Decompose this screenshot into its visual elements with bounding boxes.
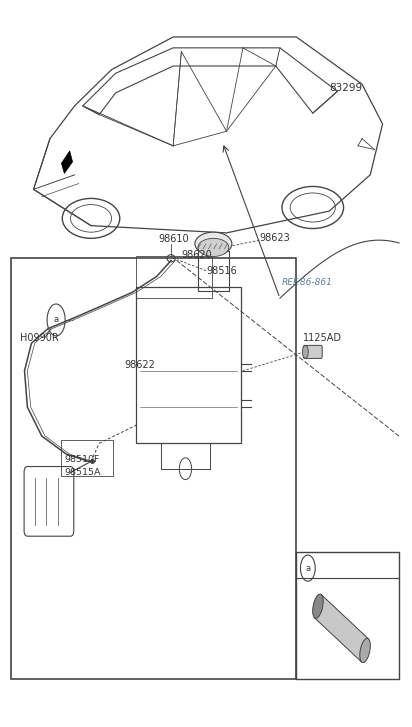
Text: a: a [305, 563, 310, 573]
Ellipse shape [360, 638, 370, 662]
Ellipse shape [198, 238, 229, 257]
Bar [11, 258, 296, 679]
Text: a: a [54, 316, 59, 324]
Bar [198, 251, 229, 291]
Bar [296, 553, 399, 679]
Bar [136, 256, 212, 298]
Text: 98623: 98623 [260, 233, 290, 243]
FancyBboxPatch shape [303, 345, 322, 358]
Text: 1125AD: 1125AD [302, 333, 342, 343]
Text: 98515A: 98515A [64, 468, 101, 477]
Text: 98610: 98610 [159, 233, 190, 244]
Text: 98516: 98516 [206, 265, 237, 276]
Ellipse shape [195, 232, 232, 255]
Ellipse shape [313, 594, 323, 619]
Text: H0990R: H0990R [21, 333, 59, 343]
Text: 83299: 83299 [329, 83, 362, 93]
Bar [61, 440, 113, 476]
Bar [136, 287, 241, 443]
Text: 98510F: 98510F [64, 455, 100, 464]
Text: REF.86-861: REF.86-861 [282, 278, 333, 287]
Polygon shape [314, 595, 369, 662]
Polygon shape [61, 151, 73, 174]
Text: 98622: 98622 [124, 360, 155, 370]
Ellipse shape [302, 345, 308, 358]
Text: 98620: 98620 [181, 249, 212, 260]
